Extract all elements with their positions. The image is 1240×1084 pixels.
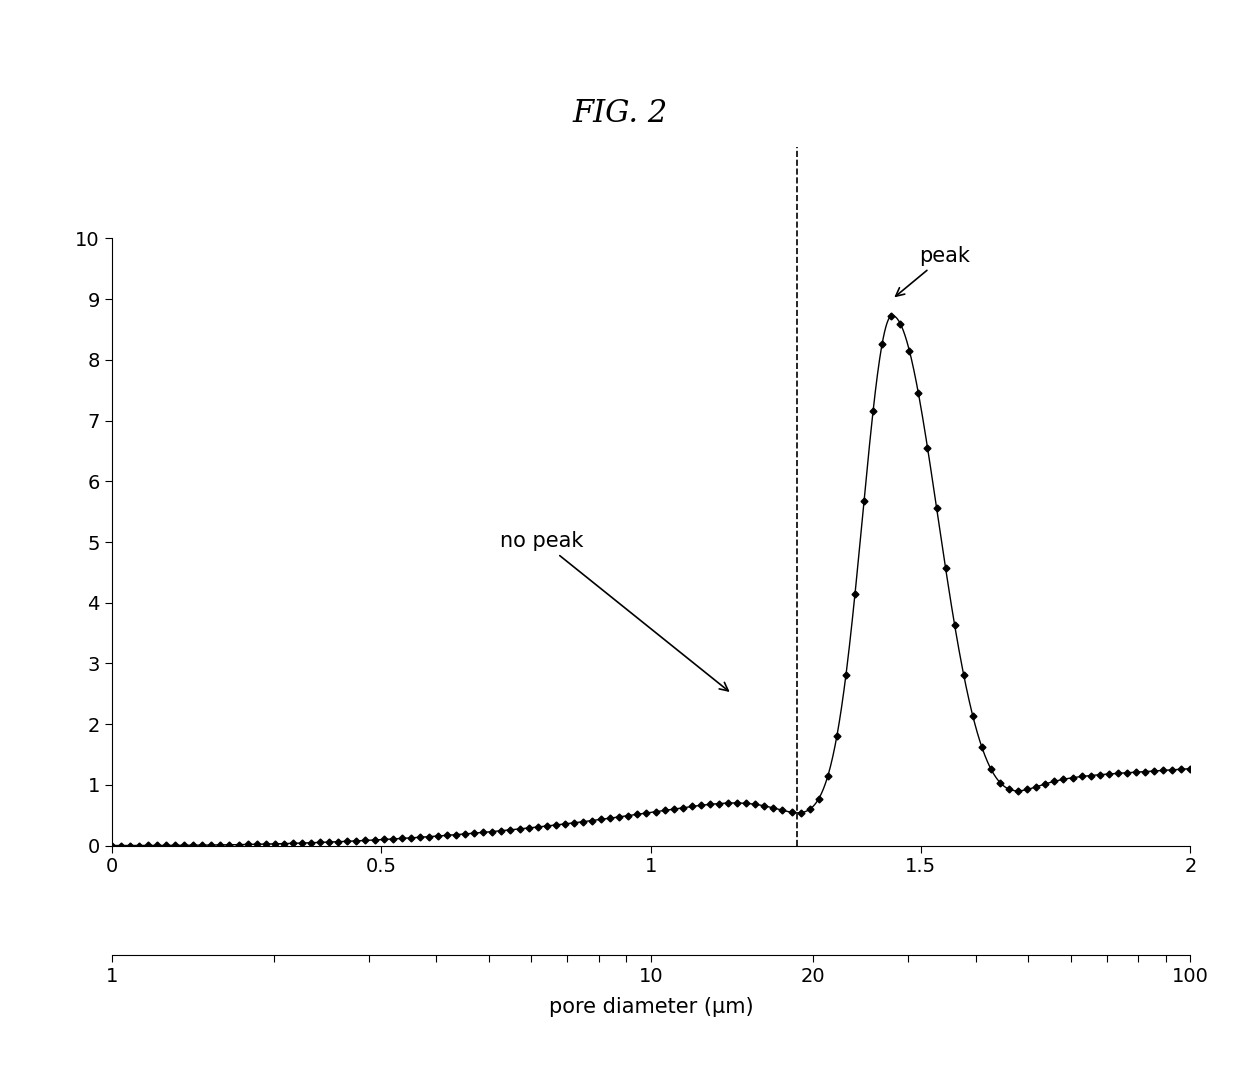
Text: FIG. 2: FIG. 2 [573,98,667,129]
Text: no peak: no peak [500,531,728,691]
Text: peak: peak [895,246,970,296]
